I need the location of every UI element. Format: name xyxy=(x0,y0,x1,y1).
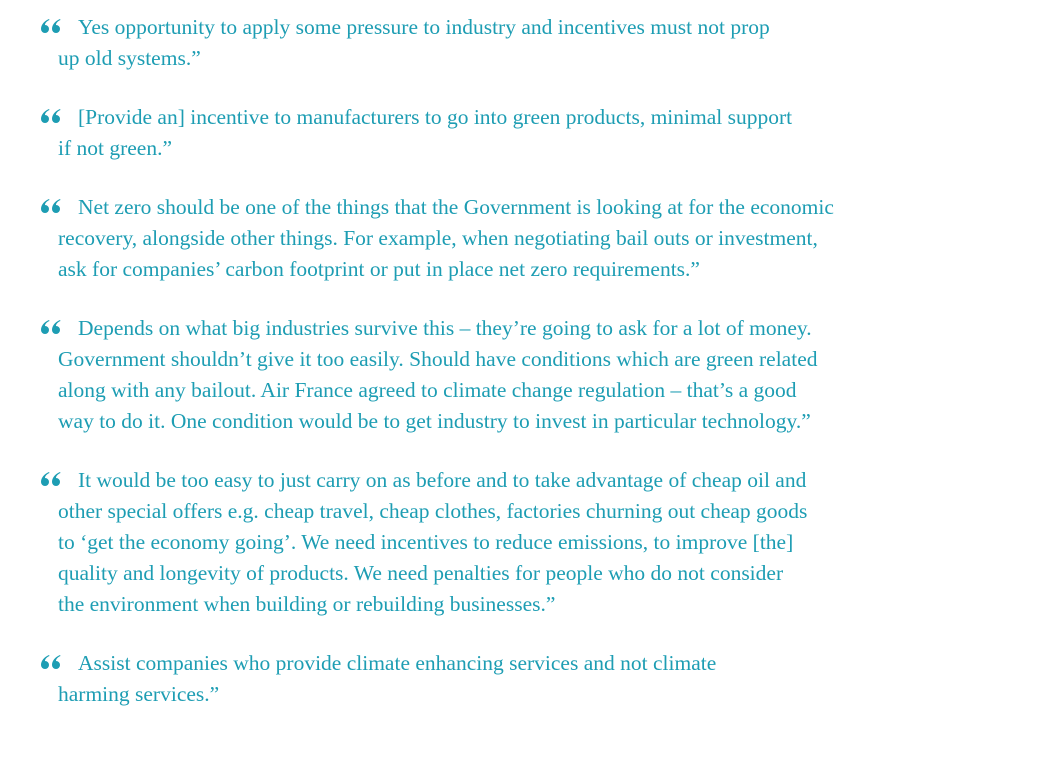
quote-icon xyxy=(41,19,61,33)
quote-line: ask for companies’ carbon footprint or p… xyxy=(58,257,700,281)
quote-icon xyxy=(41,320,61,334)
quote-line: if not green.” xyxy=(58,136,173,160)
quote-icon xyxy=(41,199,61,213)
quote-line: other special offers e.g. cheap travel, … xyxy=(58,499,808,523)
quote-icon xyxy=(41,472,61,486)
quote-line: up old systems.” xyxy=(58,46,201,70)
quote-line: Depends on what big industries survive t… xyxy=(78,316,812,340)
quote-line: quality and longevity of products. We ne… xyxy=(58,561,784,585)
quote-line: [Provide an] incentive to manufacturers … xyxy=(78,105,793,129)
quote-line: It would be too easy to just carry on as… xyxy=(78,468,807,492)
quote-line: the environment when building or rebuild… xyxy=(58,592,556,616)
quote-line: Net zero should be one of the things tha… xyxy=(78,195,834,219)
quote-line: Assist companies who provide climate enh… xyxy=(78,651,717,675)
quote-line: way to do it. One condition would be to … xyxy=(58,409,811,433)
quote-line: Yes opportunity to apply some pressure t… xyxy=(78,15,770,39)
quote-icon xyxy=(41,655,61,669)
quote-line: to ‘get the economy going’. We need ince… xyxy=(58,530,794,554)
quote-line: Government shouldn’t give it too easily.… xyxy=(58,347,818,371)
quote-line: harming services.” xyxy=(58,682,220,706)
quote-line: recovery, alongside other things. For ex… xyxy=(58,226,818,250)
quote-line: along with any bailout. Air France agree… xyxy=(58,378,797,402)
quote-icon xyxy=(41,109,61,123)
